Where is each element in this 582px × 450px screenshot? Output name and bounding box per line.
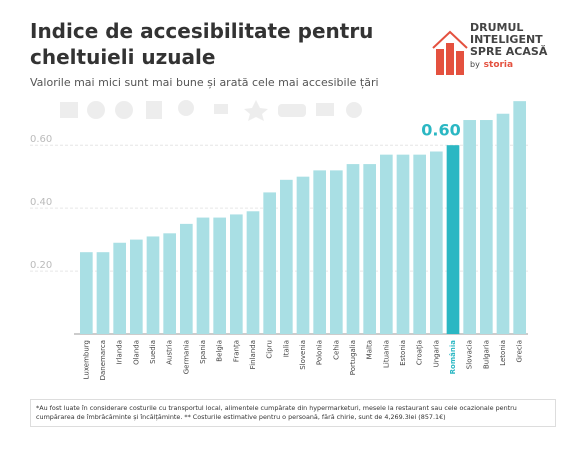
x-tick-label: Italia xyxy=(282,340,290,357)
x-tick-label: Cehia xyxy=(332,340,340,360)
footnote: *Au fost luate în considerare costurile … xyxy=(30,399,556,427)
bar xyxy=(163,233,176,334)
x-tick-label: Letonia xyxy=(499,340,507,366)
bar xyxy=(80,252,93,334)
bar xyxy=(380,154,393,334)
bar xyxy=(346,164,360,334)
icon xyxy=(316,103,334,116)
x-tick-label: Irlanda xyxy=(116,340,124,364)
logo-brand: storia xyxy=(483,60,514,70)
x-tick-label: Belgia xyxy=(216,340,224,362)
x-tick-label: Lituania xyxy=(382,340,390,368)
x-tick-label: Franța xyxy=(232,340,241,362)
icon xyxy=(146,101,162,119)
logo-line: SPRE ACASĂ xyxy=(470,45,548,58)
chart-title: Indice de accesibilitate pentru cheltuie… xyxy=(30,19,374,69)
x-tick-label: Ungaria xyxy=(432,340,440,367)
icon xyxy=(87,101,105,119)
bar xyxy=(230,214,243,334)
icon xyxy=(178,100,194,116)
logo: DRUMUL INTELIGENT SPRE ACASĂ by storia xyxy=(470,22,547,71)
bar xyxy=(213,217,226,334)
bar xyxy=(263,192,276,334)
bar xyxy=(413,154,426,334)
x-tick-label: Cipru xyxy=(266,340,274,359)
x-tick-label: Croația xyxy=(416,340,425,365)
icon xyxy=(244,100,268,121)
logo-line: DRUMUL xyxy=(470,21,524,34)
x-tick-label: Slovacia xyxy=(466,340,474,369)
x-tick-label: România xyxy=(449,340,457,375)
bar xyxy=(496,113,510,334)
x-tick-label: Finlanda xyxy=(249,340,257,369)
bar xyxy=(296,176,310,334)
icon xyxy=(115,101,133,119)
bar xyxy=(463,120,476,334)
logo-bar xyxy=(456,51,464,75)
icon xyxy=(346,102,362,118)
bar xyxy=(246,211,260,334)
x-tick-label: Slovenia xyxy=(299,340,307,370)
bar xyxy=(180,223,193,334)
x-tick-label: Austria xyxy=(166,340,174,365)
bar xyxy=(130,239,143,334)
x-tick-label: Malta xyxy=(366,340,374,359)
x-tick-label: Grecia xyxy=(516,340,524,363)
logo-by: by storia xyxy=(470,58,547,71)
x-tick-label: Spania xyxy=(199,340,207,364)
bar xyxy=(196,217,210,334)
bar xyxy=(313,170,326,334)
bar xyxy=(113,242,126,334)
logo-bar xyxy=(446,43,454,75)
icon xyxy=(214,104,228,114)
logo-bar xyxy=(436,49,444,75)
bar xyxy=(396,154,410,334)
bar xyxy=(96,252,110,334)
x-tick-label: Danemarca xyxy=(99,340,107,380)
y-tick-label: 0.20 xyxy=(30,260,52,271)
bar xyxy=(430,151,443,334)
icon xyxy=(60,102,78,118)
bar xyxy=(513,101,526,334)
logo-roof xyxy=(432,30,468,49)
bar xyxy=(330,170,343,334)
bar xyxy=(363,164,376,334)
y-tick-label: 0.60 xyxy=(30,134,52,145)
x-tick-label: Suedia xyxy=(149,340,157,364)
x-tick-label: Polonia xyxy=(316,340,324,365)
chart-subtitle: Valorile mai mici sunt mai bune și arată… xyxy=(30,76,379,89)
value-label: 0.60 xyxy=(421,121,460,140)
bar xyxy=(480,120,493,334)
x-tick-label: Luxemburg xyxy=(82,340,90,379)
logo-mark xyxy=(432,30,468,75)
bar xyxy=(146,236,160,334)
bar xyxy=(280,179,293,334)
x-tick-label: Portugalia xyxy=(349,340,357,375)
icons xyxy=(60,100,362,121)
bar xyxy=(446,145,460,334)
y-tick-label: 0.40 xyxy=(30,197,52,208)
logo-line: INTELIGENT xyxy=(470,33,543,46)
x-tick-label: Olanda xyxy=(132,340,140,365)
x-tick-label: Estonia xyxy=(399,340,407,366)
logo-by-text: by xyxy=(470,60,480,69)
x-tick-label: Bulgaria xyxy=(482,340,490,369)
x-tick-label: Germania xyxy=(182,340,190,374)
icon xyxy=(278,104,306,117)
